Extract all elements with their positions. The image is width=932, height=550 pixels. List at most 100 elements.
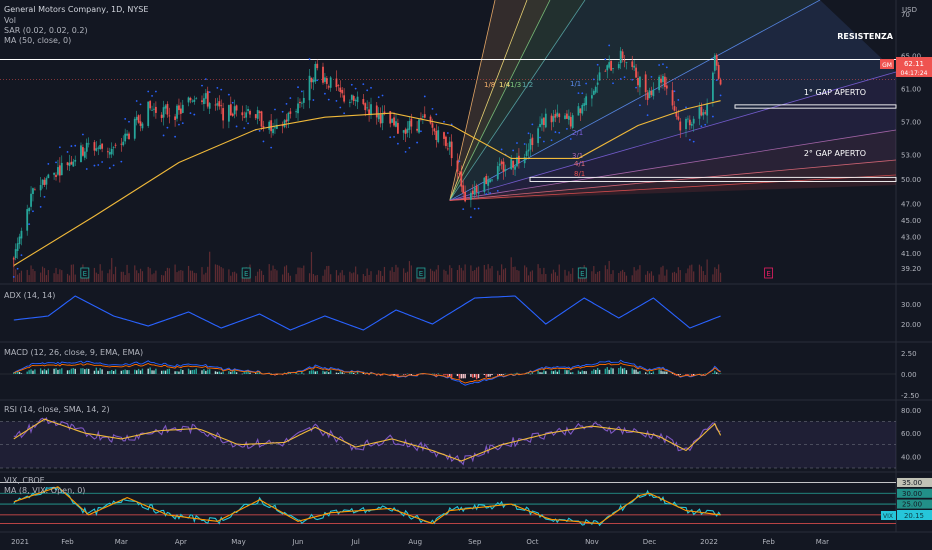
volume-bar <box>706 259 708 282</box>
macd-hist-bar <box>437 373 439 374</box>
volume-bar <box>435 269 437 282</box>
sar-dot <box>612 82 614 85</box>
sar-dot <box>377 96 380 99</box>
sar-dot <box>685 106 687 109</box>
volume-bar <box>147 266 149 282</box>
sar-dot <box>124 118 127 120</box>
candle <box>704 109 707 115</box>
macd-hist-bar <box>97 370 99 374</box>
candle <box>491 178 493 183</box>
candle-body <box>74 159 77 162</box>
sar-dot <box>28 223 31 226</box>
macd-hist-bar <box>276 374 278 375</box>
volume-bar <box>462 270 464 282</box>
volume-bar <box>366 268 368 282</box>
volume-bar <box>18 273 21 282</box>
volume-bar <box>74 274 76 282</box>
macd-hist-bar <box>571 372 574 374</box>
candle-body <box>420 118 422 119</box>
candle-body <box>690 123 693 126</box>
candle <box>339 80 342 98</box>
volume-bar <box>381 275 384 282</box>
candle <box>617 61 620 70</box>
candle <box>174 113 177 127</box>
macd-hist-bar <box>677 374 680 376</box>
time-axis[interactable]: 2021 Feb Mar Apr May Jun Jul Aug Sep Oct Nov Dec 202… <box>11 538 829 546</box>
macd-hist-bar <box>487 374 489 377</box>
horizontal-levels[interactable] <box>0 59 897 182</box>
countdown: 04:17:24 <box>901 70 928 77</box>
volume-bar <box>274 268 276 282</box>
candle <box>590 87 593 107</box>
candle-body <box>552 116 555 122</box>
fan-label-5: 2/1 <box>572 129 583 137</box>
candle <box>297 97 299 121</box>
candle <box>166 101 169 118</box>
candle-body <box>469 192 472 200</box>
macd-hist-bar <box>435 374 438 376</box>
candle <box>577 103 580 116</box>
candle-body <box>256 109 259 119</box>
candle <box>106 147 109 159</box>
candle-body <box>55 174 57 178</box>
candle-body <box>660 78 662 83</box>
candle <box>429 114 432 125</box>
volume-bar <box>514 266 516 282</box>
candle <box>99 138 102 150</box>
volume-bar <box>32 268 34 282</box>
fan-line-2 <box>449 0 551 201</box>
candle-body <box>518 155 520 164</box>
candle <box>483 177 486 195</box>
macd-hist-bar <box>691 374 693 377</box>
macd-hist-bar <box>660 370 662 374</box>
ma-legend: MA (50, close, 0) <box>4 36 71 45</box>
macd-hist-bar <box>646 373 649 375</box>
candle <box>566 110 568 120</box>
macd-hist-bar <box>99 368 101 374</box>
volume-bar <box>685 273 687 282</box>
candle-body <box>713 55 716 71</box>
volume-bar <box>139 268 142 282</box>
sar-dot <box>285 102 288 105</box>
fan-line-1 <box>449 0 528 201</box>
macd-hist-bar <box>623 367 626 374</box>
volume-bar <box>543 267 545 282</box>
volume-bar <box>187 265 190 282</box>
sar-dot <box>58 146 61 149</box>
volume-bar <box>68 275 71 282</box>
candle <box>53 172 55 180</box>
volume-bar <box>270 270 272 282</box>
candle-body <box>160 114 163 118</box>
candle <box>375 102 378 125</box>
volume-bar <box>456 270 459 282</box>
volume-bar <box>593 266 595 282</box>
macd-hist-bar <box>164 370 167 374</box>
macd-hist-bar <box>416 374 418 376</box>
volume-bar <box>176 272 178 282</box>
candle <box>406 121 409 138</box>
candle-body <box>45 178 48 185</box>
sar-legend: SAR (0.02, 0.02, 0.2) <box>4 26 88 35</box>
candle <box>337 84 340 92</box>
macd-hist-bar <box>45 370 48 374</box>
candles-series[interactable] <box>12 47 722 268</box>
candle <box>685 117 687 138</box>
macd-hist-bar <box>389 374 391 375</box>
sar-dot <box>500 148 503 151</box>
candle-body <box>124 133 127 142</box>
candle-body <box>487 180 490 186</box>
macd-hist-bar <box>410 374 413 376</box>
sar-dot <box>420 130 422 133</box>
candle-body <box>201 100 203 102</box>
macd-hist-bar <box>633 369 635 374</box>
volume-bar <box>216 264 218 282</box>
candle-body <box>260 111 263 127</box>
candle <box>85 138 88 160</box>
candle <box>218 95 221 110</box>
macd-hist-bar <box>406 373 409 375</box>
candle-body <box>206 91 209 107</box>
candle-body <box>18 236 21 245</box>
candle <box>612 68 614 74</box>
